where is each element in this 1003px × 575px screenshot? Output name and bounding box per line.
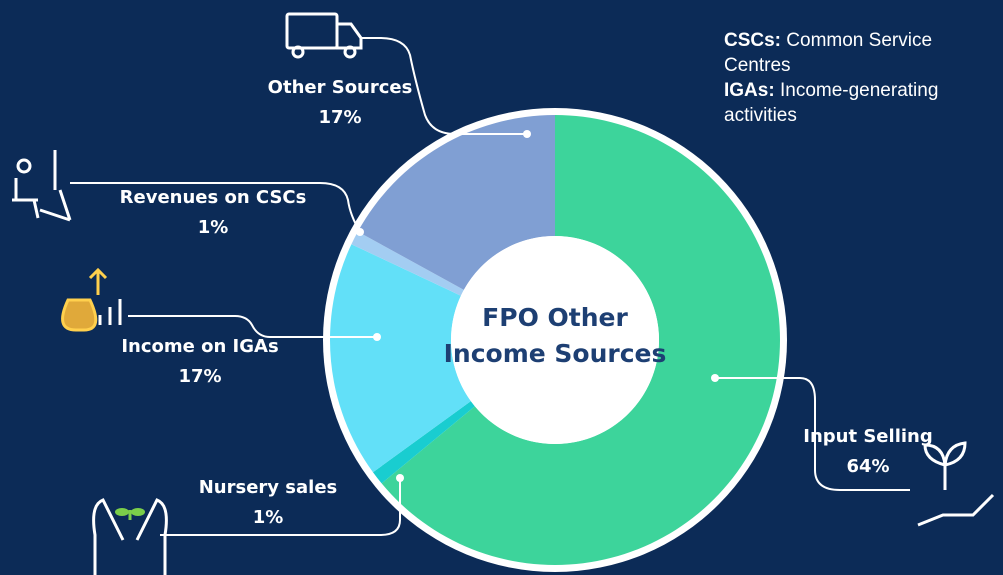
slice (351, 231, 464, 296)
slice-label: Income on IGAs (121, 336, 278, 357)
person-icon (12, 150, 72, 222)
slice-value-label: 17% (318, 107, 361, 128)
note-term: CSCs: (724, 30, 782, 51)
leader-line (360, 37, 527, 135)
slice-label: Input Selling (803, 426, 932, 447)
truck-icon (285, 12, 363, 59)
slice-label: Nursery sales (199, 477, 338, 498)
money-icon (61, 267, 122, 332)
slice-value-label: 17% (178, 366, 221, 387)
leader-dot (711, 374, 719, 382)
center-title: FPO Other Income Sources (443, 303, 667, 368)
slice-label: Other Sources (268, 77, 413, 98)
leader-dot (356, 228, 364, 236)
slice-value-label: 1% (253, 507, 284, 528)
plant-icon (917, 441, 995, 527)
donut-hole (451, 236, 659, 444)
note: CSCs: Common Service Centres (724, 28, 984, 78)
leader-dot (373, 333, 381, 341)
slice-value-label: 1% (198, 217, 229, 238)
hands-icon (92, 498, 168, 575)
leader-line (160, 478, 401, 536)
note-text: Income-generating activities (724, 80, 939, 126)
slice-label: Revenues on CSCs (120, 187, 307, 208)
leader-line (128, 315, 377, 338)
leader-dot (396, 474, 404, 482)
slice (330, 244, 471, 473)
leader-dot (523, 130, 531, 138)
note: IGAs: Income-generating activities (724, 78, 984, 128)
slice (372, 401, 475, 484)
leader-line (715, 377, 910, 491)
slice (357, 115, 555, 290)
slice (381, 115, 780, 565)
icons (12, 12, 995, 575)
slice-value-label: 64% (846, 456, 889, 477)
note-term: IGAs: (724, 80, 775, 101)
notes: CSCs: Common Service Centres IGAs: Income… (724, 28, 984, 128)
leader-line (70, 182, 361, 233)
note-text: Common Service Centres (724, 30, 933, 76)
